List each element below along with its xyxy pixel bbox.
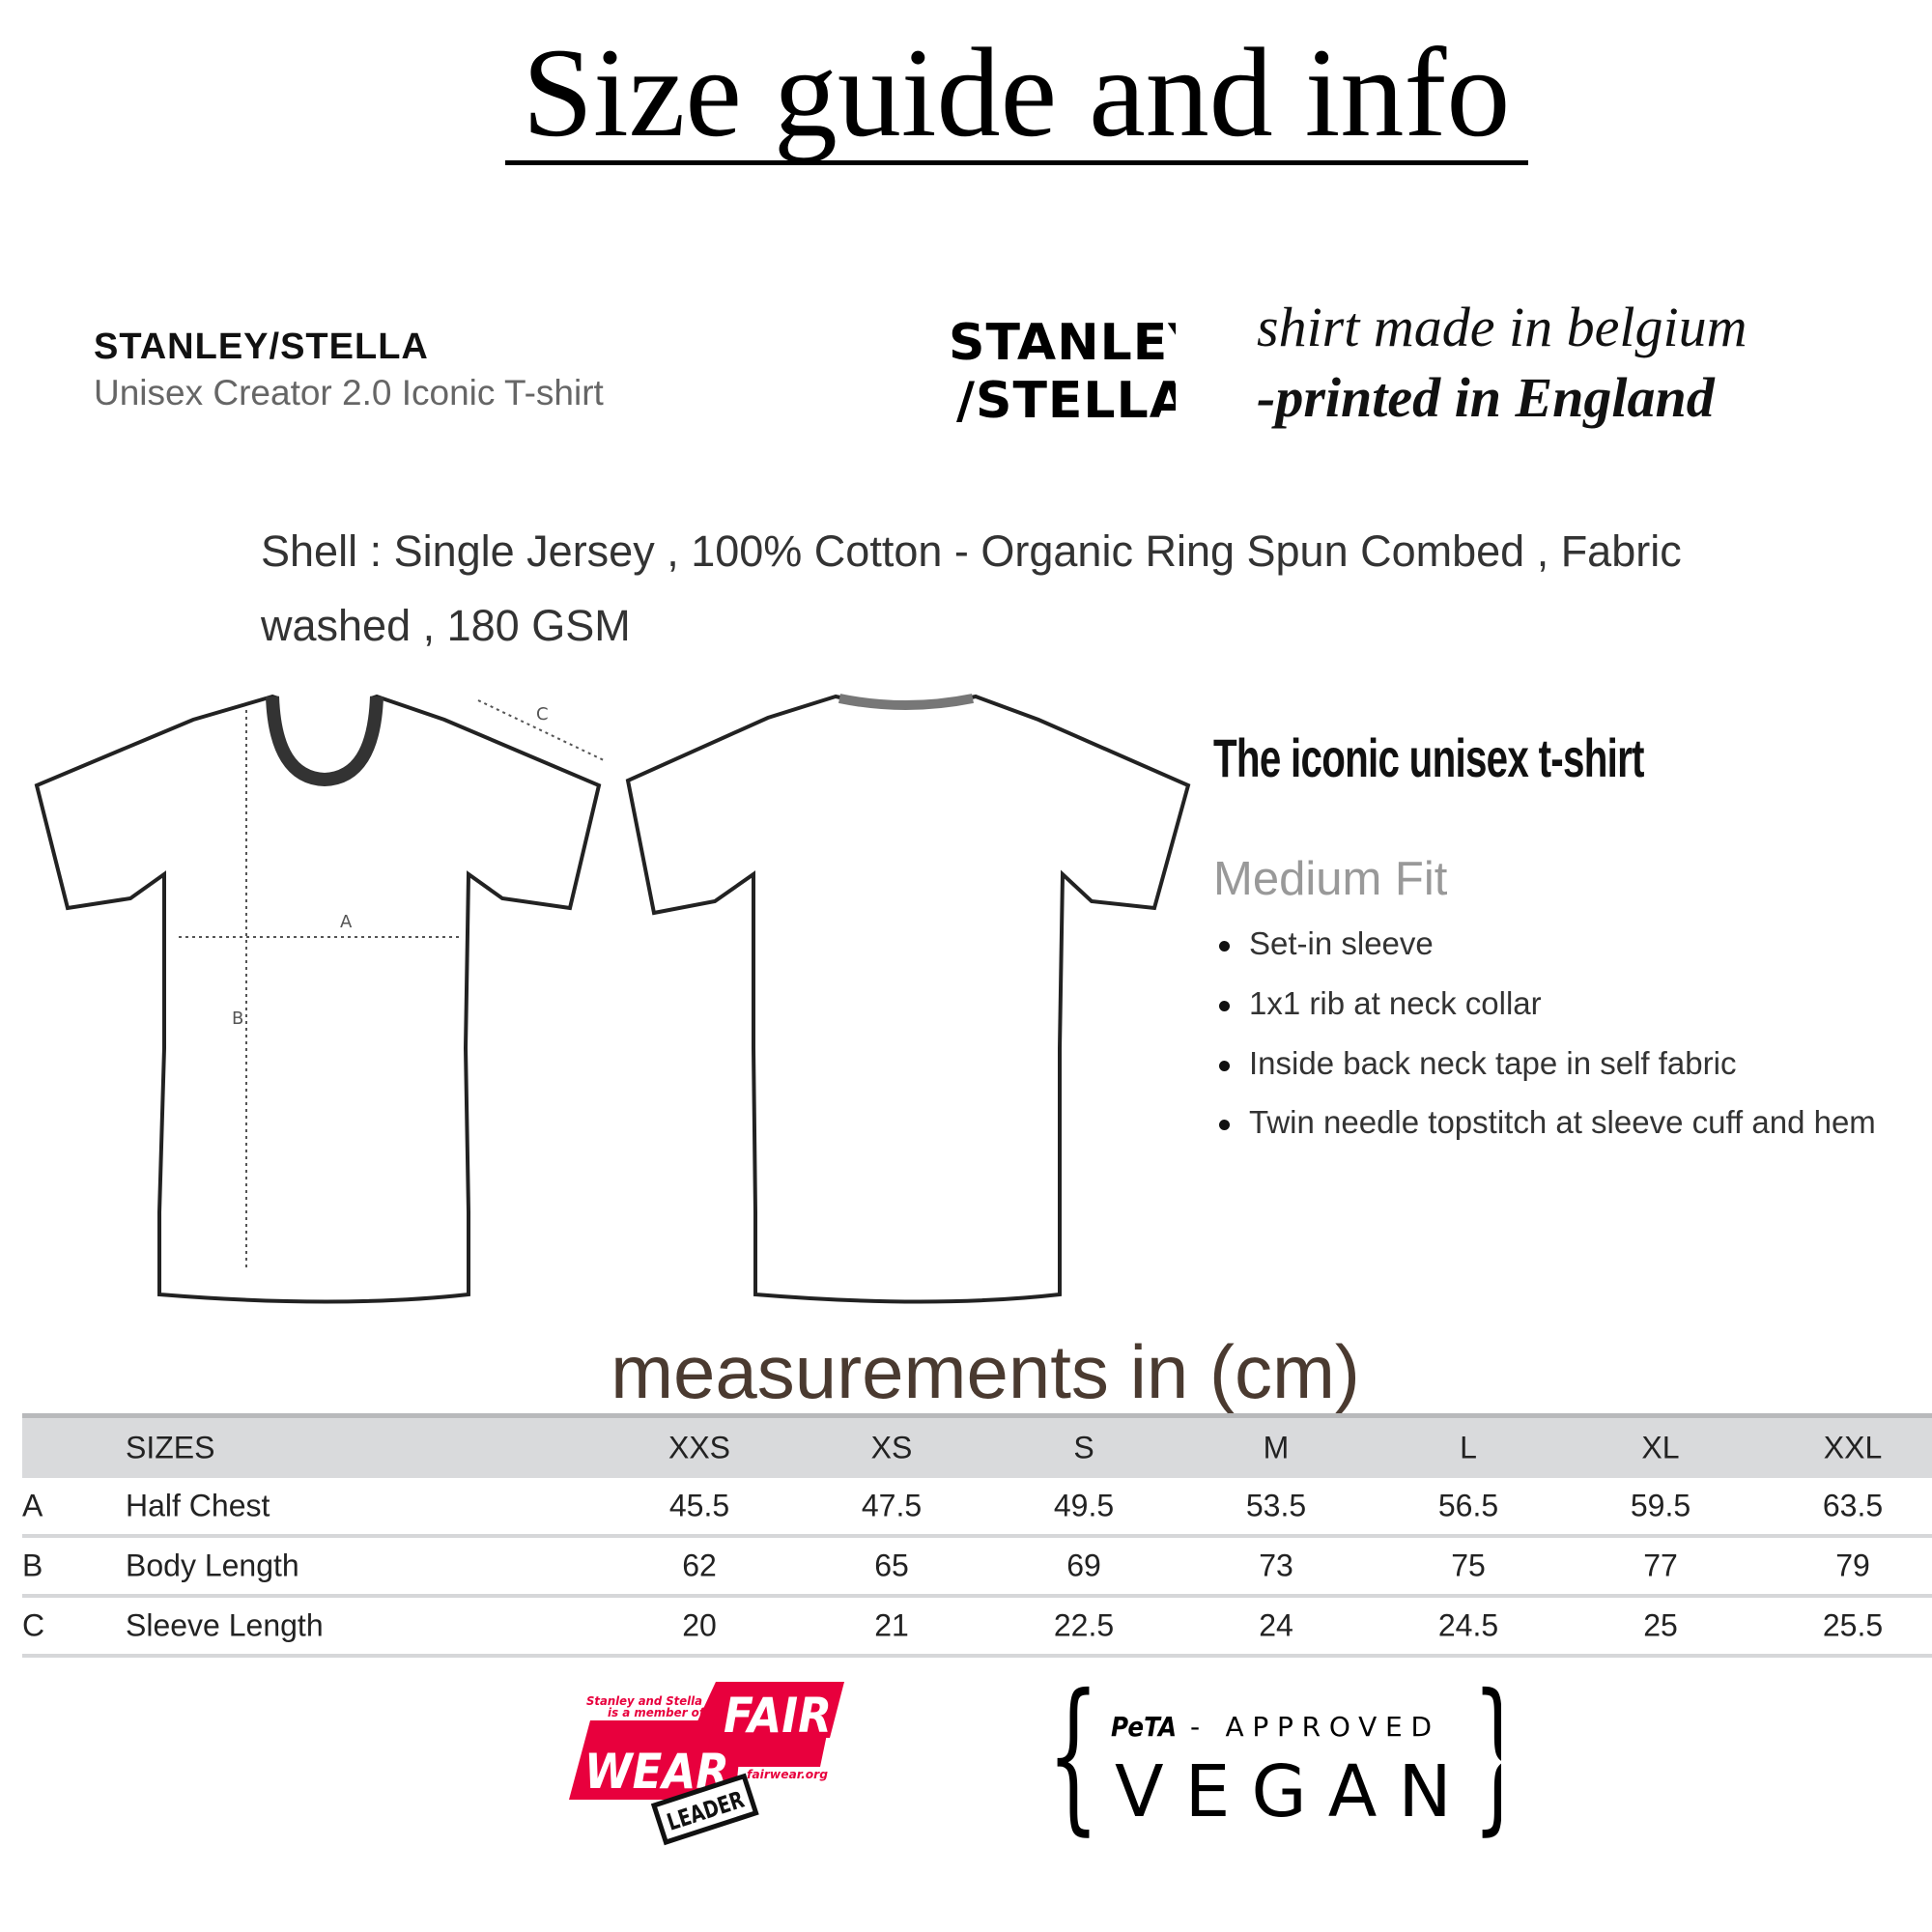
- measurements-heading: measurements in (cm): [611, 1329, 1360, 1414]
- table-cell: 69: [1066, 1548, 1101, 1583]
- label-c: C: [536, 704, 549, 724]
- row-code: A: [22, 1488, 43, 1523]
- approved-label: - APPROVED: [1190, 1711, 1432, 1743]
- table-cell: 25.5: [1822, 1607, 1884, 1643]
- origin-made: shirt made in belgium: [1257, 296, 1747, 358]
- tshirt-back-diagram: [625, 694, 1191, 1304]
- table-cell: 25: [1643, 1607, 1678, 1643]
- product-model: Unisex Creator 2.0 Iconic T-shirt: [94, 373, 604, 412]
- table-row: B Body Length 62 65 69 73 75 77 79: [22, 1538, 1932, 1598]
- feature-text: Set-in sleeve: [1249, 925, 1434, 961]
- feature-text: 1x1 rib at neck collar: [1249, 985, 1542, 1021]
- table-cell: 47.5: [861, 1488, 923, 1523]
- table-row: C Sleeve Length 20 21 22.5 24 24.5 25 25.5: [22, 1598, 1932, 1658]
- size-table: SIZES XXS XS S M L XL XXL A Half Chest 45.5 47.5 49.…: [22, 1413, 1932, 1658]
- title-underline: [505, 160, 1528, 165]
- bullet-icon: [1219, 1119, 1230, 1130]
- table-cell: 65: [874, 1548, 909, 1583]
- feature-item: Twin needle topstitch at sleeve cuff and…: [1219, 1104, 1876, 1141]
- vegan-label: VEGAN: [1115, 1750, 1473, 1833]
- page-title: Size guide and info: [522, 21, 1511, 163]
- row-code: B: [22, 1548, 43, 1583]
- table-cell: 62: [682, 1548, 717, 1583]
- fairwear-url: fairwear.org: [747, 1768, 828, 1781]
- row-label: Half Chest: [126, 1488, 270, 1523]
- fair-wear-leader-badge: Stanley and Stella is a member of FAIR W…: [569, 1682, 844, 1846]
- fairwear-member-line-1: Stanley and Stella: [586, 1694, 702, 1708]
- fairwear-member-line-2: is a member of: [608, 1706, 706, 1719]
- feature-item: Set-in sleeve: [1219, 925, 1434, 962]
- logo-line-1: STANLEY: [949, 314, 1176, 372]
- table-cell: 24.5: [1437, 1607, 1499, 1643]
- bullet-icon: [1219, 940, 1230, 952]
- table-cell: 21: [874, 1607, 909, 1643]
- stanley-stella-logo: STANLEY /STELLA: [949, 314, 1176, 425]
- feature-text: Twin needle topstitch at sleeve cuff and…: [1249, 1104, 1876, 1140]
- size-column-header: XS: [870, 1430, 913, 1465]
- table-cell: 20: [682, 1607, 717, 1643]
- size-column-header: XL: [1641, 1430, 1680, 1465]
- size-column-header: XXL: [1823, 1430, 1883, 1465]
- origin-printed: -printed in England: [1257, 366, 1715, 429]
- fit-label: Medium Fit: [1213, 853, 1448, 905]
- bullet-icon: [1219, 1060, 1230, 1071]
- row-label: Sleeve Length: [126, 1607, 324, 1643]
- label-b: B: [232, 1009, 243, 1029]
- fairwear-fair: FAIR: [724, 1688, 832, 1744]
- row-code: C: [22, 1607, 45, 1643]
- logo-line-2: /STELLA: [956, 372, 1176, 425]
- fabric-description: Shell : Single Jersey , 100% Cotton - Or…: [261, 526, 1682, 650]
- left-brace-icon: {: [1047, 1681, 1099, 1850]
- label-a: A: [340, 912, 353, 932]
- tshirt-front-diagram: A B C: [34, 694, 605, 1304]
- bullet-icon: [1219, 1000, 1230, 1011]
- table-cell: 45.5: [668, 1488, 730, 1523]
- table-cell: 56.5: [1437, 1488, 1499, 1523]
- table-header-row: SIZES XXS XS S M L XL XXL: [22, 1413, 1932, 1478]
- feature-item: Inside back neck tape in self fabric: [1219, 1045, 1736, 1082]
- table-cell: 75: [1451, 1548, 1486, 1583]
- size-column-header: L: [1460, 1430, 1477, 1465]
- right-brace-icon: }: [1472, 1681, 1501, 1850]
- table-cell: 63.5: [1822, 1488, 1884, 1523]
- table-cell: 53.5: [1245, 1488, 1307, 1523]
- size-column-header: M: [1263, 1430, 1290, 1465]
- size-column-header: S: [1073, 1430, 1094, 1465]
- size-column-header: XXS: [668, 1430, 731, 1465]
- feature-item: 1x1 rib at neck collar: [1219, 985, 1542, 1022]
- table-cell: 77: [1643, 1548, 1678, 1583]
- table-cell: 59.5: [1630, 1488, 1691, 1523]
- features-title: The iconic unisex t-shirt: [1213, 727, 1644, 788]
- table-row: A Half Chest 45.5 47.5 49.5 53.5 56.5 59.5 63.5: [22, 1478, 1932, 1538]
- sizes-header: SIZES: [126, 1430, 215, 1465]
- feature-text: Inside back neck tape in self fabric: [1249, 1045, 1737, 1081]
- table-cell: 49.5: [1053, 1488, 1115, 1523]
- table-cell: 73: [1259, 1548, 1293, 1583]
- table-cell: 24: [1259, 1607, 1293, 1643]
- brand-name: STANLEY/STELLA: [94, 327, 429, 367]
- table-cell: 22.5: [1053, 1607, 1115, 1643]
- table-cell: 79: [1835, 1548, 1870, 1583]
- peta-vegan-badge: { } PeTA - APPROVED VEGAN: [1047, 1681, 1501, 1850]
- peta-label: PeTA: [1111, 1711, 1177, 1743]
- row-label: Body Length: [126, 1548, 299, 1583]
